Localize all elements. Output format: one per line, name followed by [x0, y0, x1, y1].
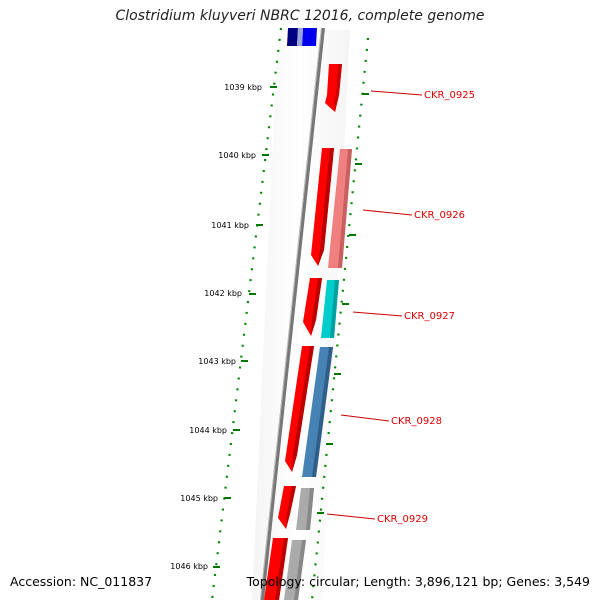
gene-feature-bottom-gray-shade	[294, 540, 306, 600]
gene-ckr-0926-pink-shade	[338, 149, 352, 268]
label-leader-line	[326, 513, 376, 520]
ruler-tick-label: 1045 kbp	[180, 494, 218, 503]
ruler-tick-label: 1039 kbp	[224, 83, 262, 92]
label-leader-line	[352, 311, 403, 317]
outer-ruler-ticks	[317, 93, 369, 514]
gene-label-ckr-0926[interactable]: CKR_0926	[414, 210, 465, 221]
ruler-tick-label: 1044 kbp	[189, 426, 227, 435]
gene-label-ckr-0929[interactable]: CKR_0929	[377, 514, 428, 525]
gene-ckr-0927-red-shade	[311, 278, 322, 336]
ruler-tick-label: 1042 kbp	[204, 289, 242, 298]
gene-feature-blue[interactable]	[302, 28, 317, 46]
gene-feature-navy[interactable]	[287, 28, 298, 46]
ruler-tick-label: 1043 kbp	[198, 357, 236, 366]
gene-feature-blue-edge	[297, 28, 303, 46]
gene-ckr-0928-steelblue-shade	[312, 347, 333, 477]
gene-label-ckr-0928[interactable]: CKR_0928	[391, 416, 442, 427]
accession-label: Accession: NC_011837	[10, 574, 153, 589]
label-leader-line	[362, 209, 413, 216]
genome-summary-label: Topology: circular; Length: 3,896,121 bp…	[246, 574, 590, 589]
gene-feature-bottom-red-shade	[275, 538, 288, 600]
genome-backbone	[260, 27, 325, 600]
ruler-tick-label: 1041 kbp	[211, 221, 249, 230]
gene-ckr-0929-red-shade	[286, 486, 296, 529]
gene-ckr-0929-gray-shade	[306, 488, 314, 530]
label-leader-line	[370, 90, 423, 96]
gene-ckr-0928-red-shade	[292, 346, 314, 472]
ruler-tick-label: 1046 kbp	[170, 562, 208, 571]
gene-label-ckr-0927[interactable]: CKR_0927	[404, 311, 455, 322]
gene-label-ckr-0925[interactable]: CKR_0925	[424, 90, 475, 101]
gene-ckr-0925-shade	[334, 64, 342, 112]
map-title: Clostridium kluyveri NBRC 12016, complet…	[115, 8, 485, 24]
gene-ckr-0926-red-shade	[318, 148, 334, 266]
gene-ckr-0927-cyan-shade	[330, 280, 339, 338]
ruler-tick-label: 1040 kbp	[218, 151, 256, 160]
label-leader-line	[340, 414, 390, 422]
genome-backbone-highlight	[260, 27, 322, 600]
